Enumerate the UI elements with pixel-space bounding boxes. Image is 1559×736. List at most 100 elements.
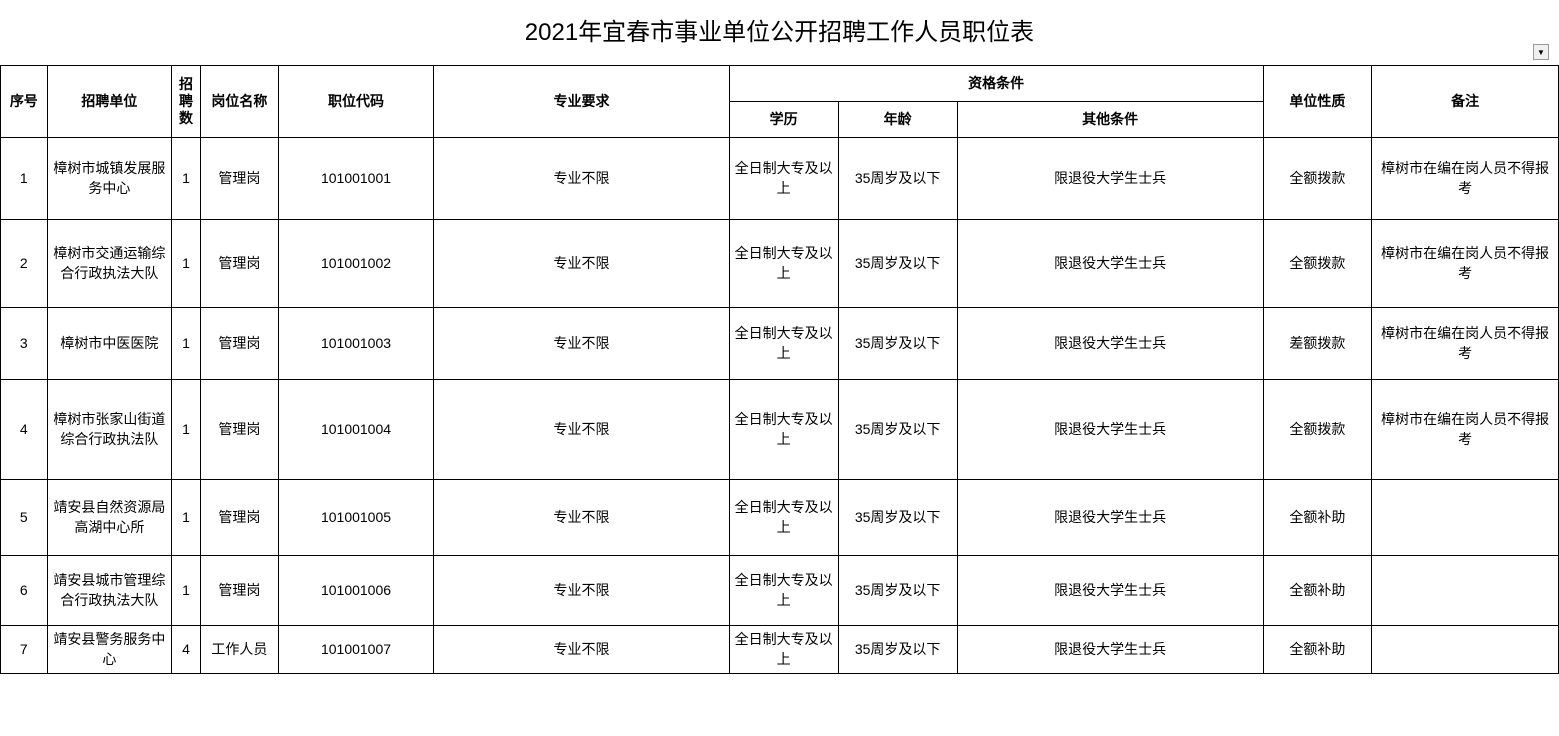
table-row: 6 靖安县城市管理综合行政执法大队 1 管理岗 101001006 专业不限 全… bbox=[1, 556, 1559, 626]
cell-major: 专业不限 bbox=[434, 480, 729, 556]
cell-edu: 全日制大专及以上 bbox=[729, 220, 838, 308]
header-seq: 序号 bbox=[1, 66, 48, 138]
cell-other: 限退役大学生士兵 bbox=[957, 626, 1263, 674]
header-major: 专业要求 bbox=[434, 66, 729, 138]
table-row: 4 樟树市张家山街道综合行政执法队 1 管理岗 101001004 专业不限 全… bbox=[1, 380, 1559, 480]
cell-seq: 2 bbox=[1, 220, 48, 308]
table-row: 1 樟树市城镇发展服务中心 1 管理岗 101001001 专业不限 全日制大专… bbox=[1, 138, 1559, 220]
cell-age: 35周岁及以下 bbox=[838, 480, 957, 556]
cell-seq: 4 bbox=[1, 380, 48, 480]
title-container: 2021年宜春市事业单位公开招聘工作人员职位表 bbox=[0, 0, 1559, 65]
cell-seq: 5 bbox=[1, 480, 48, 556]
table-row: 7 靖安县警务服务中心 4 工作人员 101001007 专业不限 全日制大专及… bbox=[1, 626, 1559, 674]
cell-nature: 全额拨款 bbox=[1263, 380, 1372, 480]
recruitment-table: 序号 招聘单位 招聘数 岗位名称 职位代码 专业要求 资格条件 单位性质 备注 … bbox=[0, 65, 1559, 674]
header-code: 职位代码 bbox=[278, 66, 433, 138]
cell-remark bbox=[1372, 556, 1559, 626]
table-row: 2 樟树市交通运输综合行政执法大队 1 管理岗 101001002 专业不限 全… bbox=[1, 220, 1559, 308]
header-nature: 单位性质 bbox=[1263, 66, 1372, 138]
cell-code: 101001001 bbox=[278, 138, 433, 220]
cell-remark bbox=[1372, 480, 1559, 556]
cell-edu: 全日制大专及以上 bbox=[729, 380, 838, 480]
cell-unit: 靖安县自然资源局高湖中心所 bbox=[47, 480, 171, 556]
cell-nature: 差额拨款 bbox=[1263, 308, 1372, 380]
cell-position: 管理岗 bbox=[201, 308, 279, 380]
cell-position: 管理岗 bbox=[201, 138, 279, 220]
cell-nature: 全额补助 bbox=[1263, 556, 1372, 626]
cell-remark: 樟树市在编在岗人员不得报考 bbox=[1372, 380, 1559, 480]
dropdown-icon[interactable]: ▼ bbox=[1533, 44, 1549, 60]
cell-edu: 全日制大专及以上 bbox=[729, 626, 838, 674]
cell-other: 限退役大学生士兵 bbox=[957, 308, 1263, 380]
cell-position: 管理岗 bbox=[201, 556, 279, 626]
cell-other: 限退役大学生士兵 bbox=[957, 556, 1263, 626]
cell-major: 专业不限 bbox=[434, 556, 729, 626]
cell-nature: 全额拨款 bbox=[1263, 220, 1372, 308]
cell-age: 35周岁及以下 bbox=[838, 380, 957, 480]
cell-code: 101001003 bbox=[278, 308, 433, 380]
cell-edu: 全日制大专及以上 bbox=[729, 480, 838, 556]
cell-nature: 全额补助 bbox=[1263, 480, 1372, 556]
cell-remark: 樟树市在编在岗人员不得报考 bbox=[1372, 308, 1559, 380]
table-row: 5 靖安县自然资源局高湖中心所 1 管理岗 101001005 专业不限 全日制… bbox=[1, 480, 1559, 556]
cell-code: 101001006 bbox=[278, 556, 433, 626]
table-body: 1 樟树市城镇发展服务中心 1 管理岗 101001001 专业不限 全日制大专… bbox=[1, 138, 1559, 674]
page-title: 2021年宜春市事业单位公开招聘工作人员职位表 bbox=[0, 12, 1559, 47]
header-edu: 学历 bbox=[729, 102, 838, 138]
table-row: 3 樟树市中医医院 1 管理岗 101001003 专业不限 全日制大专及以上 … bbox=[1, 308, 1559, 380]
cell-position: 管理岗 bbox=[201, 220, 279, 308]
cell-unit: 樟树市张家山街道综合行政执法队 bbox=[47, 380, 171, 480]
cell-major: 专业不限 bbox=[434, 626, 729, 674]
cell-age: 35周岁及以下 bbox=[838, 556, 957, 626]
cell-position: 管理岗 bbox=[201, 380, 279, 480]
header-qualification: 资格条件 bbox=[729, 66, 1263, 102]
header-age: 年龄 bbox=[838, 102, 957, 138]
cell-age: 35周岁及以下 bbox=[838, 308, 957, 380]
cell-edu: 全日制大专及以上 bbox=[729, 556, 838, 626]
cell-unit: 樟树市城镇发展服务中心 bbox=[47, 138, 171, 220]
cell-seq: 6 bbox=[1, 556, 48, 626]
cell-other: 限退役大学生士兵 bbox=[957, 138, 1263, 220]
header-unit: 招聘单位 bbox=[47, 66, 171, 138]
cell-count: 1 bbox=[172, 138, 201, 220]
cell-major: 专业不限 bbox=[434, 380, 729, 480]
cell-remark: 樟树市在编在岗人员不得报考 bbox=[1372, 138, 1559, 220]
cell-nature: 全额补助 bbox=[1263, 626, 1372, 674]
cell-unit: 樟树市中医医院 bbox=[47, 308, 171, 380]
cell-major: 专业不限 bbox=[434, 308, 729, 380]
cell-code: 101001005 bbox=[278, 480, 433, 556]
cell-seq: 3 bbox=[1, 308, 48, 380]
cell-age: 35周岁及以下 bbox=[838, 626, 957, 674]
cell-age: 35周岁及以下 bbox=[838, 220, 957, 308]
cell-count: 4 bbox=[172, 626, 201, 674]
cell-count: 1 bbox=[172, 220, 201, 308]
cell-nature: 全额拨款 bbox=[1263, 138, 1372, 220]
cell-remark bbox=[1372, 626, 1559, 674]
cell-major: 专业不限 bbox=[434, 220, 729, 308]
cell-age: 35周岁及以下 bbox=[838, 138, 957, 220]
cell-count: 1 bbox=[172, 308, 201, 380]
cell-unit: 靖安县警务服务中心 bbox=[47, 626, 171, 674]
cell-count: 1 bbox=[172, 556, 201, 626]
header-other: 其他条件 bbox=[957, 102, 1263, 138]
cell-seq: 1 bbox=[1, 138, 48, 220]
cell-seq: 7 bbox=[1, 626, 48, 674]
cell-code: 101001002 bbox=[278, 220, 433, 308]
cell-unit: 樟树市交通运输综合行政执法大队 bbox=[47, 220, 171, 308]
cell-edu: 全日制大专及以上 bbox=[729, 308, 838, 380]
cell-other: 限退役大学生士兵 bbox=[957, 220, 1263, 308]
cell-other: 限退役大学生士兵 bbox=[957, 380, 1263, 480]
header-remark: 备注 bbox=[1372, 66, 1559, 138]
cell-remark: 樟树市在编在岗人员不得报考 bbox=[1372, 220, 1559, 308]
header-row-1: 序号 招聘单位 招聘数 岗位名称 职位代码 专业要求 资格条件 单位性质 备注 bbox=[1, 66, 1559, 102]
cell-count: 1 bbox=[172, 480, 201, 556]
header-position: 岗位名称 bbox=[201, 66, 279, 138]
cell-count: 1 bbox=[172, 380, 201, 480]
cell-code: 101001004 bbox=[278, 380, 433, 480]
cell-code: 101001007 bbox=[278, 626, 433, 674]
cell-unit: 靖安县城市管理综合行政执法大队 bbox=[47, 556, 171, 626]
cell-edu: 全日制大专及以上 bbox=[729, 138, 838, 220]
header-count: 招聘数 bbox=[172, 66, 201, 138]
cell-position: 工作人员 bbox=[201, 626, 279, 674]
cell-major: 专业不限 bbox=[434, 138, 729, 220]
